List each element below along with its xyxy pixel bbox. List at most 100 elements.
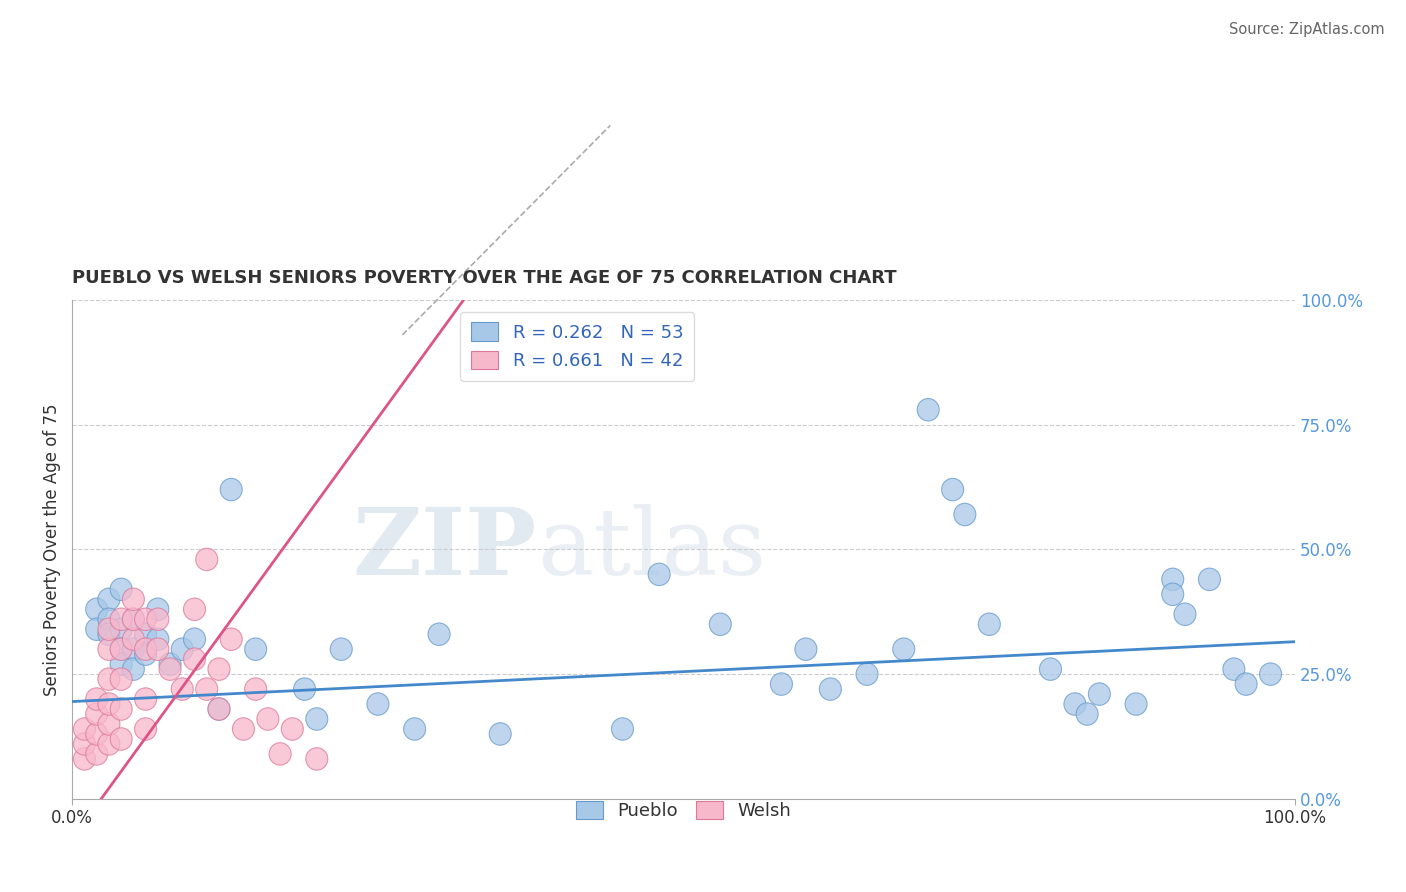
- Ellipse shape: [1223, 658, 1244, 681]
- Ellipse shape: [1064, 693, 1085, 715]
- Ellipse shape: [110, 608, 132, 631]
- Ellipse shape: [184, 628, 205, 650]
- Ellipse shape: [135, 608, 156, 631]
- Ellipse shape: [281, 718, 304, 740]
- Ellipse shape: [98, 638, 120, 660]
- Ellipse shape: [73, 747, 96, 770]
- Ellipse shape: [1125, 693, 1147, 715]
- Text: ZIP: ZIP: [353, 504, 537, 594]
- Ellipse shape: [404, 718, 426, 740]
- Ellipse shape: [110, 698, 132, 720]
- Ellipse shape: [159, 653, 181, 675]
- Ellipse shape: [110, 578, 132, 600]
- Ellipse shape: [98, 732, 120, 756]
- Ellipse shape: [1039, 658, 1062, 681]
- Ellipse shape: [195, 678, 218, 700]
- Ellipse shape: [612, 718, 634, 740]
- Ellipse shape: [110, 653, 132, 675]
- Ellipse shape: [98, 668, 120, 690]
- Ellipse shape: [1260, 663, 1281, 685]
- Ellipse shape: [820, 678, 841, 700]
- Ellipse shape: [856, 663, 879, 685]
- Ellipse shape: [146, 608, 169, 631]
- Text: Source: ZipAtlas.com: Source: ZipAtlas.com: [1229, 22, 1385, 37]
- Ellipse shape: [1088, 683, 1111, 706]
- Ellipse shape: [172, 678, 193, 700]
- Ellipse shape: [330, 638, 353, 660]
- Ellipse shape: [122, 658, 145, 681]
- Ellipse shape: [146, 638, 169, 660]
- Ellipse shape: [146, 598, 169, 621]
- Ellipse shape: [208, 698, 231, 720]
- Ellipse shape: [110, 638, 132, 660]
- Ellipse shape: [86, 723, 108, 745]
- Ellipse shape: [294, 678, 315, 700]
- Ellipse shape: [427, 623, 450, 646]
- Ellipse shape: [232, 718, 254, 740]
- Ellipse shape: [98, 623, 120, 646]
- Ellipse shape: [135, 638, 156, 660]
- Ellipse shape: [221, 628, 242, 650]
- Legend: Pueblo, Welsh: Pueblo, Welsh: [568, 793, 799, 827]
- Ellipse shape: [86, 703, 108, 725]
- Ellipse shape: [245, 638, 267, 660]
- Ellipse shape: [146, 628, 169, 650]
- Ellipse shape: [942, 478, 963, 500]
- Ellipse shape: [195, 549, 218, 571]
- Ellipse shape: [98, 693, 120, 715]
- Ellipse shape: [709, 613, 731, 635]
- Ellipse shape: [245, 678, 267, 700]
- Ellipse shape: [648, 563, 671, 585]
- Ellipse shape: [1076, 703, 1098, 725]
- Y-axis label: Seniors Poverty Over the Age of 75: Seniors Poverty Over the Age of 75: [44, 403, 60, 696]
- Ellipse shape: [73, 718, 96, 740]
- Ellipse shape: [98, 713, 120, 735]
- Text: PUEBLO VS WELSH SENIORS POVERTY OVER THE AGE OF 75 CORRELATION CHART: PUEBLO VS WELSH SENIORS POVERTY OVER THE…: [72, 269, 897, 287]
- Ellipse shape: [1174, 603, 1197, 625]
- Ellipse shape: [1198, 568, 1220, 591]
- Ellipse shape: [122, 628, 145, 650]
- Ellipse shape: [917, 399, 939, 421]
- Ellipse shape: [159, 658, 181, 681]
- Ellipse shape: [122, 588, 145, 610]
- Text: atlas: atlas: [537, 504, 766, 594]
- Ellipse shape: [98, 618, 120, 640]
- Ellipse shape: [110, 668, 132, 690]
- Ellipse shape: [110, 618, 132, 640]
- Ellipse shape: [953, 503, 976, 525]
- Ellipse shape: [172, 638, 193, 660]
- Ellipse shape: [98, 608, 120, 631]
- Ellipse shape: [305, 747, 328, 770]
- Ellipse shape: [135, 718, 156, 740]
- Ellipse shape: [979, 613, 1000, 635]
- Ellipse shape: [122, 638, 145, 660]
- Ellipse shape: [770, 673, 793, 696]
- Ellipse shape: [1161, 583, 1184, 606]
- Ellipse shape: [1234, 673, 1257, 696]
- Ellipse shape: [208, 658, 231, 681]
- Ellipse shape: [893, 638, 915, 660]
- Ellipse shape: [135, 623, 156, 646]
- Ellipse shape: [269, 743, 291, 765]
- Ellipse shape: [73, 732, 96, 756]
- Ellipse shape: [135, 643, 156, 665]
- Ellipse shape: [110, 728, 132, 750]
- Ellipse shape: [489, 723, 512, 745]
- Ellipse shape: [257, 707, 278, 731]
- Ellipse shape: [122, 608, 145, 631]
- Ellipse shape: [367, 693, 389, 715]
- Ellipse shape: [86, 688, 108, 710]
- Ellipse shape: [98, 588, 120, 610]
- Ellipse shape: [86, 618, 108, 640]
- Ellipse shape: [221, 478, 242, 500]
- Ellipse shape: [184, 648, 205, 671]
- Ellipse shape: [305, 707, 328, 731]
- Ellipse shape: [1161, 568, 1184, 591]
- Ellipse shape: [122, 608, 145, 631]
- Ellipse shape: [135, 688, 156, 710]
- Ellipse shape: [86, 598, 108, 621]
- Ellipse shape: [86, 743, 108, 765]
- Ellipse shape: [110, 638, 132, 660]
- Ellipse shape: [794, 638, 817, 660]
- Ellipse shape: [184, 598, 205, 621]
